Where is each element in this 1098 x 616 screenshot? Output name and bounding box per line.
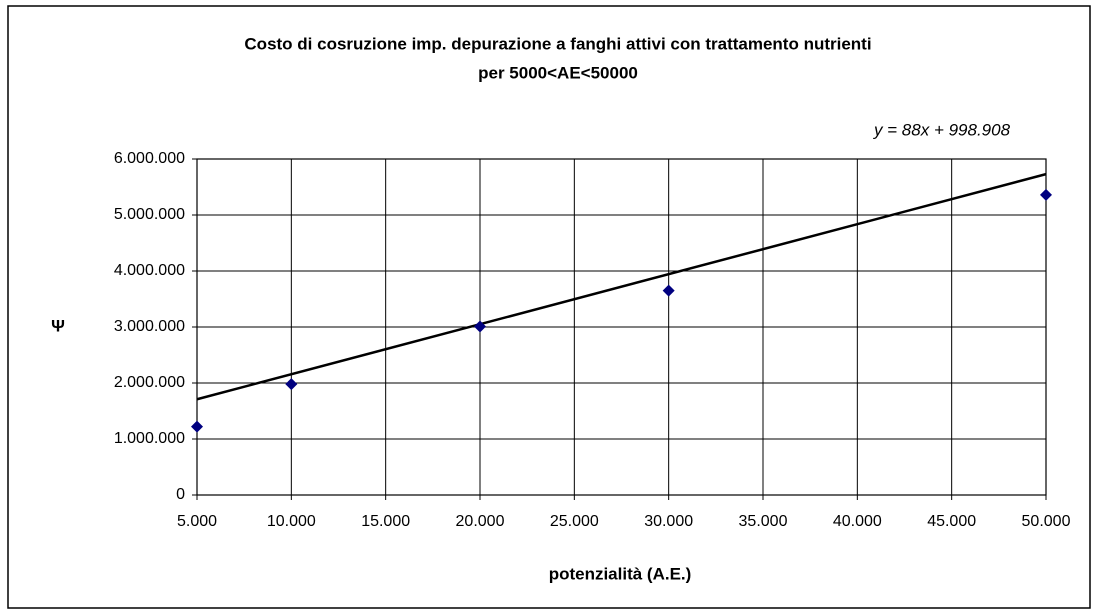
- annotation: y = 88x + 998.908: [873, 120, 1011, 139]
- data-point: [285, 378, 298, 391]
- y-tick-label: 4.000.000: [114, 262, 185, 279]
- data-point: [474, 320, 486, 333]
- y-tick-label: 2.000.000: [114, 374, 185, 391]
- chart-title: per 5000<AE<50000: [478, 63, 638, 82]
- data-point: [191, 420, 203, 433]
- x-tick-label: 10.000: [267, 513, 316, 530]
- x-tick-label: 20.000: [456, 513, 505, 530]
- x-tick-label: 50.000: [1022, 513, 1071, 530]
- x-tick-label: 15.000: [361, 513, 410, 530]
- data-point: [662, 284, 675, 297]
- y-tick-label: 5.000.000: [114, 206, 185, 223]
- y-axis-label: Ψ: [51, 316, 65, 335]
- x-axis-label: potenzialità (A.E.): [549, 564, 692, 583]
- y-tick-label: 3.000.000: [114, 318, 185, 335]
- x-tick-label: 35.000: [739, 513, 788, 530]
- chart-title: Costo di cosruzione imp. depurazione a f…: [244, 34, 871, 53]
- x-tick-label: 40.000: [833, 513, 882, 530]
- y-tick-label: 0: [176, 486, 185, 503]
- x-tick-label: 30.000: [644, 513, 693, 530]
- x-tick-label: 5.000: [177, 513, 217, 530]
- trendline: [196, 172, 1047, 401]
- data-point: [1040, 188, 1052, 201]
- x-tick-label: 45.000: [927, 513, 976, 530]
- x-tick-label: 25.000: [550, 513, 599, 530]
- plot-area: [196, 158, 1047, 496]
- y-tick-label: 6.000.000: [114, 150, 185, 167]
- y-tick-label: 1.000.000: [114, 430, 185, 447]
